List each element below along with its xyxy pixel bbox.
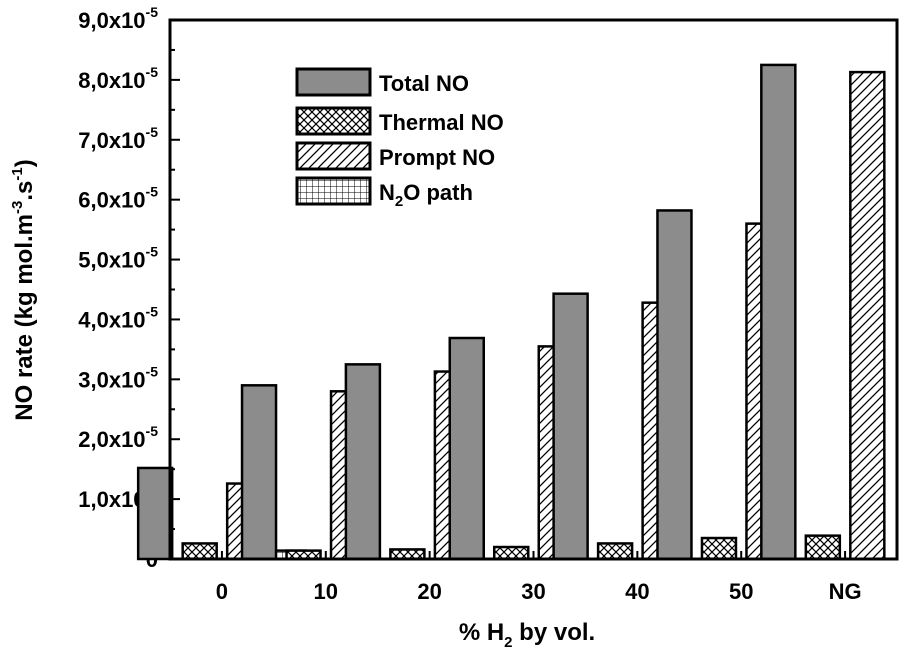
x-tick-label: 50 [729, 579, 753, 604]
legend-label-total-no: Total NO [379, 71, 469, 96]
y-tick-label: 4,0x10-5 [78, 303, 158, 332]
bar-thermal-no-40 [596, 542, 634, 561]
bar-total-no-30 [448, 336, 485, 561]
legend: Total NO Thermal NO Prompt NO N2O path [295, 67, 504, 210]
x-tick-label: 20 [417, 579, 441, 604]
legend-label-n2o-path: N2O path [379, 180, 473, 210]
y-tick-label: 7,0x10-5 [78, 124, 158, 153]
legend-n2o-sub: 2 [395, 193, 403, 210]
bar-thermal-no-50 [700, 536, 738, 561]
bar-total-no-20 [344, 363, 382, 561]
x-tick-label: NG [829, 579, 862, 604]
y-tick-label: 6,0x10-5 [78, 184, 158, 213]
bar-total-no-40 [552, 292, 589, 561]
y-tick-label: 8,0x10-5 [78, 64, 158, 93]
y-tick-label: 9,0x10-5 [78, 4, 158, 33]
bar-total-no-50 [656, 209, 693, 561]
bar-total-no-ng [760, 63, 797, 561]
x-axis-title: % H2 by vol. [459, 619, 595, 651]
legend-swatch-prompt-no [295, 141, 372, 171]
x-tick-label: 40 [625, 579, 649, 604]
y-axis-ticks: 01,0x10-52,0x10-53,0x10-54,0x10-55,0x10-… [78, 4, 180, 572]
bar-total-no-10 [240, 384, 278, 561]
x-axis-title-sub: 2 [504, 634, 512, 651]
bar-thermal-no-ng [804, 534, 842, 561]
bar-total-no-0 [136, 466, 174, 561]
bar-series [136, 63, 886, 561]
x-axis-title-suffix: by vol. [513, 619, 596, 646]
x-axis-ticks: 0 10 20 30 40 50 NG [216, 551, 862, 604]
legend-n2o-n: N [379, 180, 395, 205]
y-axis-title: NO rate (kg mol.m-3.s-1) [9, 159, 38, 420]
y-axis-title-sup1: -3 [9, 201, 26, 214]
legend-label-prompt-no: Prompt NO [379, 145, 495, 170]
x-tick-label: 30 [521, 579, 545, 604]
y-tick-label: 3,0x10-5 [78, 363, 158, 392]
legend-label-thermal-no: Thermal NO [379, 110, 504, 135]
x-tick-label: 10 [314, 579, 338, 604]
x-axis-title-prefix: % H [459, 619, 504, 646]
bar-prompt-no-ng [849, 70, 886, 561]
y-axis-title-part2: .s [11, 181, 38, 201]
y-axis-title-sup2: -1 [9, 167, 26, 180]
bar-thermal-no-30 [493, 545, 530, 561]
legend-swatch-thermal-no [295, 106, 372, 136]
legend-swatch-total-no [295, 67, 372, 97]
bar-thermal-no-0 [181, 542, 218, 561]
y-axis-title-part1: NO rate (kg mol.m [11, 214, 38, 421]
y-tick-label: 2,0x10-5 [78, 423, 158, 452]
plot-frame [168, 18, 899, 561]
y-axis-title-part3: ) [11, 159, 38, 167]
y-tick-label: 5,0x10-5 [78, 244, 158, 273]
legend-swatch-n2o-path [295, 176, 372, 206]
legend-n2o-suffix: O path [403, 180, 473, 205]
x-tick-label: 0 [216, 579, 228, 604]
